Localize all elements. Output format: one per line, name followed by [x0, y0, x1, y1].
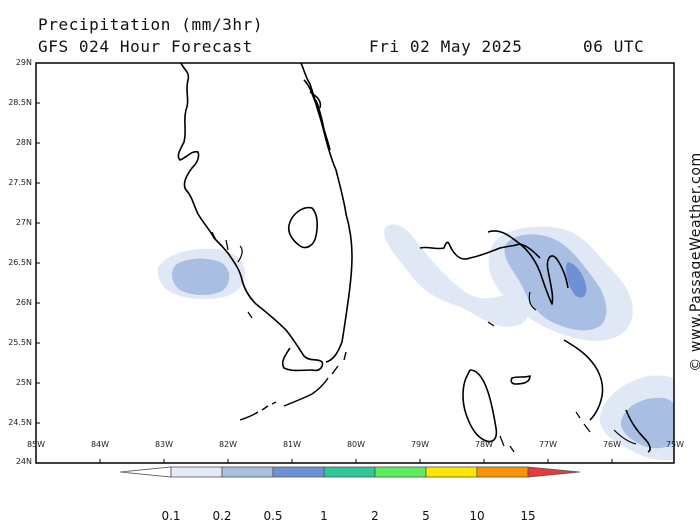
lat-label: 25.5N — [8, 338, 32, 347]
lon-label: 82W — [218, 440, 238, 449]
map-title: Precipitation (mm/3hr) — [38, 15, 264, 34]
lon-label: 75W — [665, 440, 685, 449]
legend-value: 5 — [422, 509, 430, 523]
coastline-exumas — [487, 291, 637, 453]
lon-label: 77W — [538, 440, 558, 449]
lon-label: 84W — [90, 440, 110, 449]
lat-label: 26N — [15, 298, 32, 307]
lat-label: 24N — [15, 457, 32, 466]
lon-label: 76W — [602, 440, 622, 449]
legend-colorbar — [119, 466, 581, 478]
precip-area-abaco-medium — [504, 234, 607, 331]
legend-swatch-3 — [272, 466, 325, 478]
legend-value: 0.5 — [263, 509, 283, 523]
precip-area-gulf-medium — [172, 258, 230, 296]
coastline-gulf-islands — [211, 231, 253, 319]
forecast-date: Fri 02 May 2025 — [369, 37, 523, 56]
lake-okeechobee — [287, 206, 318, 249]
lat-label: 24.5N — [8, 418, 32, 427]
lat-label: 26.5N — [8, 258, 32, 267]
forecast-time: 06 UTC — [583, 37, 645, 56]
lat-label: 28.5N — [8, 98, 32, 107]
legend-arrow-high — [527, 466, 581, 478]
lat-label: 29N — [15, 58, 32, 67]
coastline-lagoon — [303, 79, 331, 151]
legend-value: 10 — [469, 509, 485, 523]
legend-value: 1 — [320, 509, 328, 523]
lon-label: 79W — [410, 440, 430, 449]
legend-swatch-1 — [170, 466, 223, 478]
lon-label: 81W — [282, 440, 302, 449]
lon-label: 78W — [474, 440, 494, 449]
legend-swatch-6 — [425, 466, 478, 478]
legend-value: 0.2 — [212, 509, 232, 523]
legend-arrow-low — [119, 466, 172, 478]
coastline-eleuthera — [563, 339, 604, 421]
legend-value: 2 — [371, 509, 379, 523]
precip-area-straits-light — [384, 224, 529, 327]
lat-label: 27.5N — [8, 178, 32, 187]
lon-label: 83W — [154, 440, 174, 449]
legend-value: 15 — [520, 509, 536, 523]
forecast-label: GFS 024 Hour Forecast — [38, 37, 253, 56]
precip-area-southeast-medium — [620, 397, 674, 449]
lon-label: 80W — [346, 440, 366, 449]
coastline-florida-keys — [239, 351, 347, 421]
legend-swatch-2 — [221, 466, 274, 478]
coastline-andros — [462, 369, 498, 443]
lat-label: 25N — [15, 378, 32, 387]
axis-ticks — [36, 62, 613, 463]
precip-layer — [157, 224, 674, 461]
precip-area-abaco-strong — [566, 262, 587, 298]
legend-swatch-5 — [374, 466, 427, 478]
site-credit: © www.PassageWeather.com — [688, 152, 700, 371]
legend-swatch-4 — [323, 466, 376, 478]
lon-label: 85W — [26, 440, 46, 449]
legend-swatch-7 — [476, 466, 529, 478]
coastline-cat-island — [625, 409, 651, 453]
legend-value: 0.1 — [161, 509, 181, 523]
coastline-florida-west — [177, 62, 324, 372]
coastline-abaco — [487, 230, 569, 305]
coastlines — [177, 62, 651, 453]
coastline-new-providence — [510, 375, 531, 385]
coastline-florida-east — [300, 62, 353, 363]
lat-label: 27N — [15, 218, 32, 227]
lat-label: 28N — [15, 138, 32, 147]
